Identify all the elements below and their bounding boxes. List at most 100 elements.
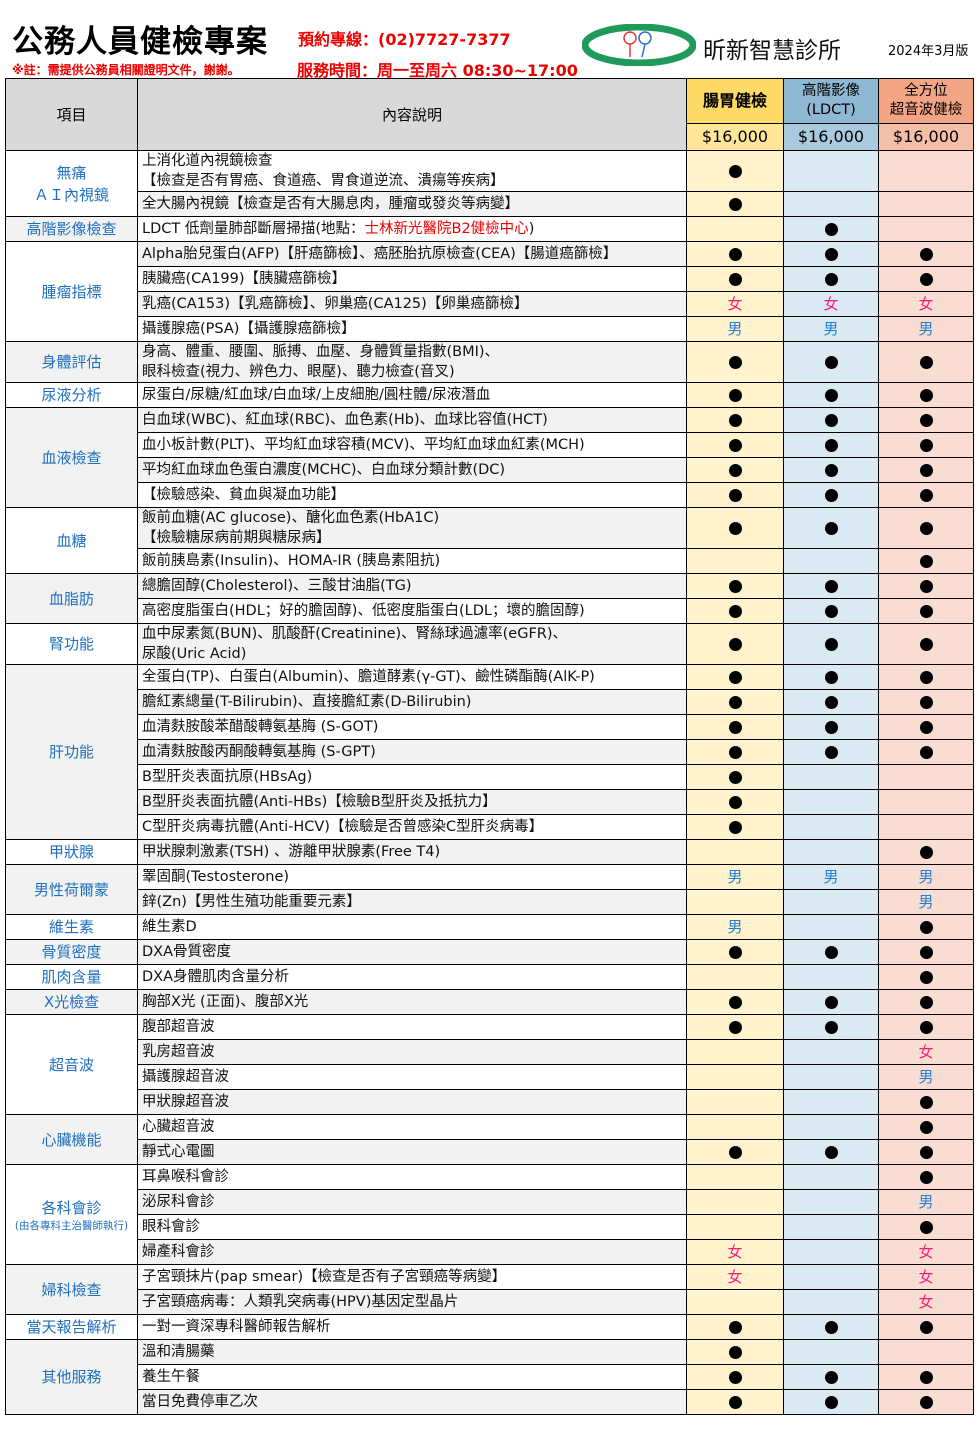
service-hours: 服務時間：周一至周六 08:30~17:00 bbox=[297, 61, 578, 80]
plan-mark-cell: 男 bbox=[686, 914, 784, 940]
included-dot-icon bbox=[728, 165, 742, 178]
included-dot-icon bbox=[824, 273, 838, 286]
plan-mark-cell bbox=[878, 664, 974, 690]
category-cell: 當天報告解析 bbox=[5, 1314, 138, 1340]
plan-mark-cell bbox=[783, 1389, 879, 1415]
description-text: 身高、體重、腰圍、脈搏、血壓、身體質量指數(BMI)、 眼科檢查(視力、辨色力、… bbox=[142, 344, 500, 380]
plan-mark-cell bbox=[686, 989, 784, 1015]
plan-mark-cell: 女 bbox=[878, 1289, 974, 1315]
plan-mark-cell bbox=[783, 1064, 879, 1090]
plan-mark-cell: 女 bbox=[686, 291, 784, 317]
category-cell: 腫瘤指標 bbox=[5, 241, 138, 342]
plan-mark-cell bbox=[878, 764, 974, 790]
table-row: 各科會診 (由各專科主治醫師執行) 耳鼻喉科會診 bbox=[5, 1164, 974, 1265]
included-dot-icon bbox=[919, 746, 933, 759]
table-row: 腫瘤指標 Alpha胎兒蛋白(AFP)【肝癌篩檢】、癌胚胎抗原檢查(CEA)【腸道… bbox=[5, 241, 974, 342]
plan-mark-cell bbox=[783, 482, 879, 508]
plan-mark-cell bbox=[686, 432, 784, 458]
male-only-mark: 男 bbox=[918, 1193, 934, 1211]
plan-mark-cell bbox=[783, 664, 879, 690]
plan-mark-cell bbox=[686, 191, 784, 217]
plan-mark-cell bbox=[783, 1039, 879, 1065]
description-text: 泌尿科會診 bbox=[142, 1194, 215, 1210]
plan-mark-cell: 女 bbox=[878, 1039, 974, 1065]
description-text: 【檢驗感染、貧血與凝血功能】 bbox=[142, 487, 345, 503]
description-cell: 睪固酮(Testosterone) bbox=[137, 864, 687, 890]
table-row: 男性荷爾蒙 睪固酮(Testosterone) 男男男 bbox=[5, 864, 974, 915]
male-only-mark: 男 bbox=[918, 868, 934, 886]
plan-mark-cell bbox=[878, 1314, 974, 1340]
table-row: 血清麩胺酸苯醋酸轉氨基脢 (S-GOT) bbox=[6, 714, 974, 740]
description-cell: 血小板計數(PLT)、平均紅血球容積(MCV)、平均紅血球血紅素(MCH) bbox=[137, 432, 687, 458]
included-dot-icon bbox=[919, 1121, 933, 1134]
description-text: 尿蛋白/尿糖/紅血球/白血球/上皮細胞/圓柱體/尿液潛血 bbox=[142, 387, 491, 403]
included-dot-icon bbox=[919, 248, 933, 261]
booking-hotline: 預約專線：(02)7727-7377 bbox=[298, 30, 511, 49]
plan-mark-cell bbox=[878, 1339, 974, 1365]
table-row: 全大腸內視鏡【檢查是否有大腸息肉，腫瘤或發炎等病變】 bbox=[6, 191, 974, 217]
plan-mark-cell bbox=[686, 689, 784, 715]
plan-mark-cell bbox=[878, 548, 974, 574]
included-dot-icon bbox=[728, 580, 742, 593]
table-row: 血液檢查 白血球(WBC)、紅血球(RBC)、血色素(Hb)、血球比容值(HCT) bbox=[5, 407, 974, 508]
plan-mark-cell: 男 bbox=[686, 316, 784, 342]
description-cell: 當日免費停車乙次 bbox=[137, 1389, 687, 1415]
plan-mark-cell bbox=[686, 1014, 784, 1040]
included-dot-icon bbox=[728, 605, 742, 618]
table-row: 眼科會診 bbox=[6, 1214, 974, 1240]
plan-mark-cell bbox=[686, 382, 784, 408]
description-cell: 鋅(Zn)【男性生殖功能重要元素】 bbox=[137, 889, 687, 915]
included-dot-icon bbox=[824, 248, 838, 261]
page-title: 公務人員健檢專案 bbox=[12, 24, 268, 60]
included-dot-icon bbox=[728, 1371, 742, 1384]
plan-mark-cell: 女 bbox=[783, 291, 879, 317]
plan-mark-cell bbox=[783, 1189, 879, 1215]
plan-mark-cell bbox=[686, 341, 784, 383]
plan-mark-cell bbox=[783, 739, 879, 765]
description-cell: 總膽固醇(Cholesterol)、三酸甘油脂(TG) bbox=[137, 573, 687, 599]
category-label: 肝功能 bbox=[48, 743, 94, 761]
plan-mark-cell bbox=[878, 989, 974, 1015]
included-dot-icon bbox=[824, 464, 838, 477]
plan-mark-cell bbox=[783, 764, 879, 790]
included-dot-icon bbox=[919, 439, 933, 452]
category-cell: 各科會診 (由各專科主治醫師執行) bbox=[5, 1164, 138, 1265]
table-row: 腎功能 血中尿素氮(BUN)、肌酸酐(Creatinine)、腎絲球過濾率(eGF… bbox=[5, 623, 974, 665]
description-cell: 高密度脂蛋白(HDL；好的膽固醇)、低密度脂蛋白(LDL；壞的膽固醇) bbox=[137, 598, 687, 624]
table-row: 肝功能 全蛋白(TP)、白蛋白(Albumin)、膽道酵素(γ-GT)、鹼性磷酯酶… bbox=[5, 664, 974, 840]
included-dot-icon bbox=[728, 696, 742, 709]
plan-mark-cell bbox=[686, 150, 784, 192]
plan-mark-cell bbox=[686, 482, 784, 508]
category-cell: 維生素 bbox=[5, 914, 138, 940]
included-dot-icon bbox=[919, 1396, 933, 1409]
included-dot-icon bbox=[728, 356, 742, 369]
included-dot-icon bbox=[824, 638, 838, 651]
included-dot-icon bbox=[728, 464, 742, 477]
description-cell: 甲狀腺超音波 bbox=[137, 1089, 687, 1115]
table-row: 血小板計數(PLT)、平均紅血球容積(MCV)、平均紅血球血紅素(MCH) bbox=[6, 432, 974, 458]
category-label: 身體評估 bbox=[41, 353, 102, 371]
category-label: 尿液分析 bbox=[41, 386, 102, 404]
description-text: LDCT 低劑量肺部斷層掃描(地點： bbox=[142, 221, 365, 237]
included-dot-icon bbox=[824, 522, 838, 535]
included-dot-icon bbox=[728, 1396, 742, 1409]
category-cell: 血液檢查 bbox=[5, 407, 138, 508]
female-only-mark: 女 bbox=[918, 1043, 934, 1061]
plan-mark-cell bbox=[783, 341, 879, 383]
included-dot-icon bbox=[919, 1171, 933, 1184]
included-dot-icon bbox=[824, 1396, 838, 1409]
table-row: 胰臟癌(CA199)【胰臟癌篩檢】 bbox=[6, 266, 974, 292]
plan-mark-cell bbox=[878, 1364, 974, 1390]
plan-mark-cell bbox=[878, 598, 974, 624]
plan-mark-cell bbox=[783, 1239, 879, 1265]
category-label: 甲狀腺 bbox=[48, 843, 94, 861]
table-row: 膽紅素總量(T-Bilirubin)、直接膽紅素(D-Bilirubin) bbox=[6, 689, 974, 715]
table-row: 子宮頸癌病毒：人類乳突病毒(HPV)基因定型晶片 女 bbox=[6, 1289, 974, 1315]
category-label: 其他服務 bbox=[41, 1368, 102, 1386]
plan-mark-cell: 女 bbox=[878, 1239, 974, 1265]
description-text: 血清麩胺酸丙酮酸轉氨基脢 (S-GPT) bbox=[142, 744, 376, 760]
plan-mark-cell: 男 bbox=[878, 316, 974, 342]
female-only-mark: 女 bbox=[727, 295, 743, 313]
table-row: X光檢查 胸部X光 (正面)、腹部X光 bbox=[5, 989, 974, 1015]
description-text: 子宮頸癌病毒：人類乳突病毒(HPV)基因定型晶片 bbox=[142, 1294, 459, 1310]
